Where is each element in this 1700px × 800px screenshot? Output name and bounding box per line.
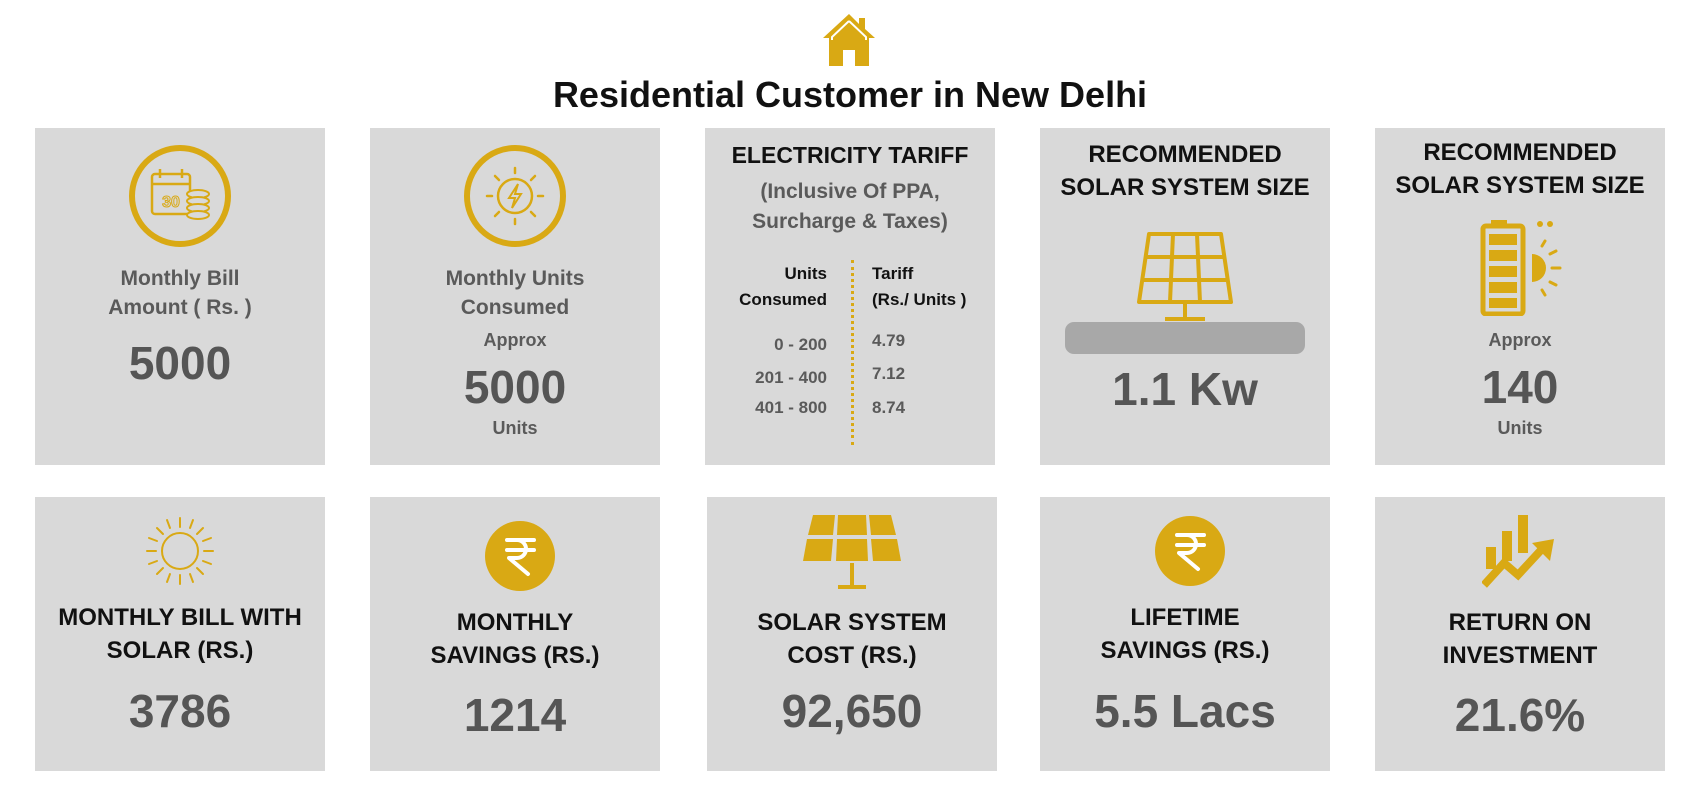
col-tariff-header-2: (Rs./ Units ) bbox=[872, 290, 967, 309]
system-cost-value: 92,650 bbox=[781, 685, 923, 737]
house-icon bbox=[823, 14, 875, 66]
col-units-header-1: Units bbox=[784, 264, 828, 283]
ground-bar bbox=[1065, 322, 1305, 354]
sun-icon bbox=[146, 517, 214, 585]
solar-panel-icon bbox=[1137, 232, 1233, 321]
approx-label: Approx bbox=[1488, 330, 1552, 350]
page-title: Residential Customer in New Delhi bbox=[552, 74, 1148, 115]
system-cost-heading-2: COST (RS.) bbox=[787, 642, 917, 669]
tariff-rate-2: 7.12 bbox=[872, 364, 906, 383]
monthly-units-label-1: Monthly Units bbox=[445, 267, 585, 290]
electricity-tariff-card: ELECTRICITY TARIFF (Inclusive Of PPA, Su… bbox=[705, 128, 995, 465]
monthly-bill-label-1: Monthly Bill bbox=[120, 267, 240, 290]
roi-card: RETURN ON INVESTMENT 21.6% bbox=[1375, 497, 1665, 771]
tariff-subheading-2: Surcharge & Taxes) bbox=[752, 210, 948, 233]
system-size-units-value: 140 bbox=[1481, 361, 1559, 413]
system-size-units-heading-2: SOLAR SYSTEM SIZE bbox=[1395, 172, 1645, 199]
lifetime-savings-value: 5.5 Lacs bbox=[1094, 685, 1276, 737]
monthly-bill-card: 30 Monthly Bill Amount ( Rs. ) 5000 bbox=[35, 128, 325, 465]
lifetime-savings-card: LIFETIME SAVINGS (RS.) 5.5 Lacs bbox=[1040, 497, 1330, 771]
tariff-heading: ELECTRICITY TARIFF bbox=[731, 142, 969, 168]
bill-with-solar-heading-1: MONTHLY BILL WITH bbox=[58, 604, 302, 631]
bill-with-solar-heading-2: SOLAR (RS.) bbox=[106, 637, 254, 664]
system-size-units-heading-1: RECOMMENDED bbox=[1423, 139, 1617, 166]
system-size-card: RECOMMENDED SOLAR SYSTEM SIZE 1.1 Kw bbox=[1040, 128, 1330, 465]
lifetime-savings-heading-1: LIFETIME bbox=[1130, 604, 1240, 631]
monthly-savings-heading-2: SAVINGS (RS.) bbox=[430, 642, 600, 669]
tariff-rate-3: 8.74 bbox=[872, 398, 906, 417]
solar-panel-icon bbox=[803, 515, 901, 589]
svg-text:30: 30 bbox=[162, 194, 180, 211]
tariff-subheading-1: (Inclusive Of PPA, bbox=[760, 180, 940, 203]
bill-with-solar-value: 3786 bbox=[128, 685, 232, 737]
monthly-units-card: Monthly Units Consumed Approx 5000 Units bbox=[370, 128, 660, 465]
sun-bolt-icon bbox=[464, 145, 566, 247]
bill-with-solar-card: MONTHLY BILL WITH SOLAR (RS.) 3786 bbox=[35, 497, 325, 771]
battery-sun-icon bbox=[1480, 220, 1562, 316]
col-tariff-header-1: Tariff bbox=[872, 264, 914, 283]
roi-value: 21.6% bbox=[1454, 689, 1586, 741]
system-cost-heading-1: SOLAR SYSTEM bbox=[757, 609, 947, 636]
system-size-units-card: RECOMMENDED SOLAR SYSTEM SIZE Approx 140… bbox=[1375, 128, 1665, 465]
units-label: Units bbox=[1497, 418, 1543, 438]
monthly-savings-heading-1: MONTHLY bbox=[456, 609, 574, 636]
system-cost-card: SOLAR SYSTEM COST (RS.) 92,650 bbox=[707, 497, 997, 771]
monthly-savings-value: 1214 bbox=[463, 689, 567, 741]
system-size-value: 1.1 Kw bbox=[1112, 363, 1258, 415]
lifetime-savings-heading-2: SAVINGS (RS.) bbox=[1100, 637, 1270, 664]
monthly-units-value: 5000 bbox=[463, 361, 567, 413]
tariff-divider bbox=[851, 260, 854, 445]
tariff-range-2: 201 - 400 bbox=[755, 368, 827, 387]
monthly-savings-card: MONTHLY SAVINGS (RS.) 1214 bbox=[370, 497, 660, 771]
monthly-bill-value: 5000 bbox=[128, 337, 232, 389]
growth-chart-icon bbox=[1482, 515, 1554, 588]
units-label: Units bbox=[492, 418, 538, 438]
rupee-icon bbox=[1155, 516, 1225, 586]
monthly-bill-label-2: Amount ( Rs. ) bbox=[108, 296, 252, 319]
rupee-icon bbox=[485, 521, 555, 591]
system-size-heading-1: RECOMMENDED bbox=[1088, 141, 1282, 168]
roi-heading-1: RETURN ON bbox=[1448, 609, 1592, 636]
col-units-header-2: Consumed bbox=[739, 290, 827, 309]
roi-heading-2: INVESTMENT bbox=[1442, 642, 1598, 669]
system-size-heading-2: SOLAR SYSTEM SIZE bbox=[1060, 174, 1310, 201]
calendar-coins-icon: 30 bbox=[129, 145, 231, 247]
monthly-units-label-2: Consumed bbox=[460, 296, 570, 319]
tariff-rate-1: 4.79 bbox=[872, 331, 906, 350]
approx-label: Approx bbox=[483, 330, 547, 350]
tariff-range-1: 0 - 200 bbox=[774, 335, 827, 354]
tariff-range-3: 401 - 800 bbox=[755, 398, 827, 417]
